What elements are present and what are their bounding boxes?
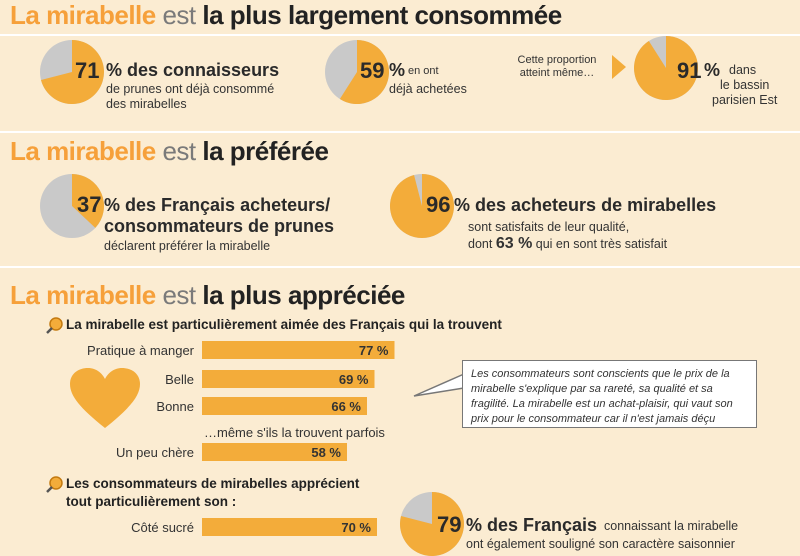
magnifier-icon — [46, 476, 63, 493]
pie-chart-71 — [40, 40, 104, 104]
stat-detail: parisien Est — [712, 93, 778, 107]
section-divider — [0, 266, 800, 268]
quote-box: Les consommateurs sont conscients que le… — [462, 360, 757, 428]
stat-detail: en ont — [408, 65, 439, 77]
stat-lead: Cette proportion atteint même… — [508, 54, 606, 80]
pie-chart-79 — [400, 492, 464, 556]
section2-heading: La mirabelle est la préférée — [10, 136, 329, 167]
bar-category-label: Côté sucré — [131, 520, 194, 535]
bar-value-label: 66 % — [331, 399, 361, 414]
arrow-right-icon — [612, 55, 626, 79]
heading-mirabelle: La mirabelle — [10, 280, 156, 310]
subheading-apprecient: tout particulièrement son : — [66, 494, 237, 509]
pie-chart-59 — [325, 40, 389, 104]
pie-chart-91 — [634, 36, 698, 100]
stat-headline: % des Français — [466, 515, 598, 535]
stat-value-37: 37 — [77, 192, 102, 217]
section1-heading: La mirabelle est la plus largement conso… — [10, 0, 562, 31]
bar — [202, 397, 367, 415]
stat-detail: dont 63 % qui en sont très satisfait — [468, 236, 667, 252]
pie-slice-value — [390, 174, 454, 238]
pie-chart-96 — [390, 174, 454, 238]
heart-icon — [70, 368, 140, 428]
stat-detail: connaissant la mirabelle — [604, 519, 739, 533]
heading-est: est — [162, 0, 196, 30]
section-divider — [0, 131, 800, 133]
bar — [202, 370, 375, 388]
bar-category-label: Un peu chère — [116, 445, 194, 460]
pie-slice-value — [41, 40, 104, 104]
stat-detail: le bassin — [720, 78, 770, 92]
stat-value-59: 59 — [360, 58, 385, 83]
magnifier-icon — [46, 317, 63, 334]
bar-category-label: Pratique à manger — [87, 343, 195, 358]
stat-headline: % des acheteurs de mirabelles — [454, 195, 717, 215]
pie-slice-value — [72, 174, 104, 228]
stat-detail: déclarent préférer la mirabelle — [104, 239, 271, 253]
stat-detail: sont satisfaits de leur qualité, — [468, 220, 630, 234]
pie-slice-value — [339, 40, 389, 104]
stat-value-79: 79 — [437, 512, 462, 537]
stat-headline-percent: % — [704, 60, 721, 80]
heading-est: est — [162, 136, 196, 166]
pie-slice-value — [634, 36, 698, 100]
bar-category-label: Bonne — [156, 399, 194, 414]
heading-mirabelle: La mirabelle — [10, 136, 156, 166]
stat-detail: des mirabelles — [106, 97, 187, 111]
stat-value-96: 96 — [426, 192, 451, 217]
bar — [202, 443, 347, 461]
pie-slice-value — [400, 492, 464, 556]
bar — [202, 341, 395, 359]
stat-headline-percent: % — [389, 60, 406, 80]
subheading-apprecient: Les consommateurs de mirabelles apprécie… — [66, 476, 360, 491]
bar-value-label: 77 % — [359, 343, 389, 358]
stat-value-91: 91 — [677, 58, 702, 83]
stat-detail: de prunes ont déjà consommé — [106, 82, 275, 96]
section3-heading: La mirabelle est la plus appréciée — [10, 280, 405, 311]
stat-lead-line: atteint même… — [519, 67, 595, 79]
stat-headline: % des Français acheteurs/ — [104, 195, 331, 215]
section-divider — [0, 34, 800, 36]
bar-value-label: 70 % — [341, 520, 371, 535]
stat-headline-connaisseurs: % des connaisseurs — [106, 60, 280, 80]
stat-headline: consommateurs de prunes — [104, 216, 335, 236]
heading-rest: la préférée — [202, 136, 329, 166]
stat-lead-line: Cette proportion — [517, 54, 597, 66]
heading-rest: la plus appréciée — [202, 280, 405, 310]
bar — [202, 518, 377, 536]
bars-note: …même s'ils la trouvent parfois — [204, 425, 385, 440]
stat-detail-value: 63 % — [495, 235, 533, 252]
subheading-aimee: La mirabelle est particulièrement aimée … — [66, 317, 502, 332]
stat-detail: dans — [729, 63, 757, 77]
stat-detail: ont également souligné son caractère sai… — [466, 537, 735, 551]
bar-value-label: 58 % — [311, 445, 341, 460]
bar-category-label: Belle — [165, 372, 194, 387]
stat-value-71: 71 — [75, 58, 100, 83]
heading-rest: la plus largement consommée — [202, 0, 562, 30]
pie-chart-37 — [40, 174, 104, 238]
bar-value-label: 69 % — [339, 372, 369, 387]
heading-mirabelle: La mirabelle — [10, 0, 156, 30]
stat-detail-part: qui en sont très satisfait — [535, 237, 668, 251]
stat-detail-part: dont — [468, 237, 493, 251]
heading-est: est — [162, 280, 196, 310]
stat-detail: déjà achetées — [389, 82, 467, 96]
